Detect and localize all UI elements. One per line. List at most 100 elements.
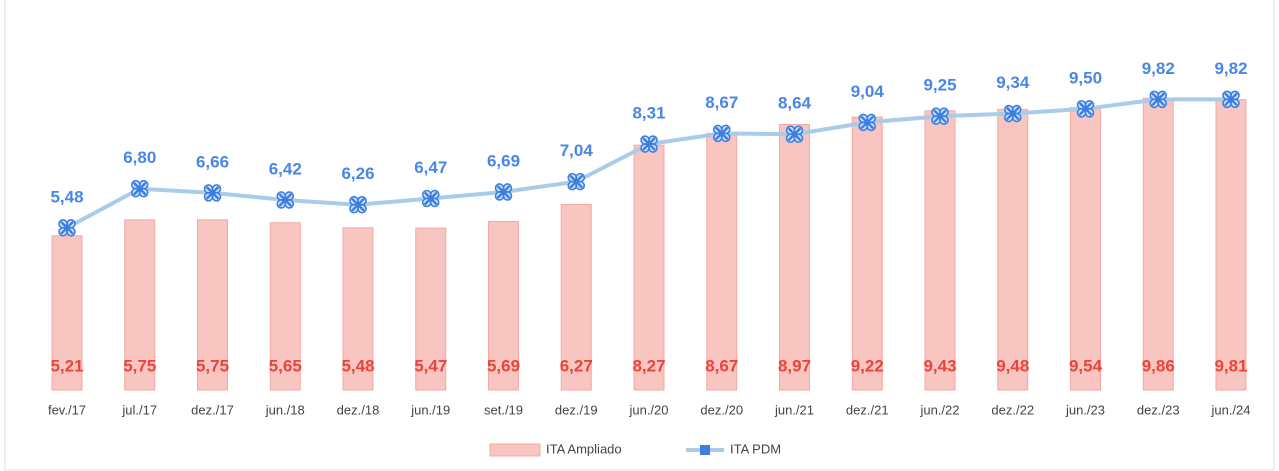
line-marker (203, 184, 222, 202)
line-value-label: 9,04 (851, 82, 885, 101)
line-marker (712, 124, 731, 143)
x-tick-label: dez./23 (1137, 402, 1180, 417)
line-marker (567, 172, 586, 191)
marker-cross (569, 174, 584, 189)
line-value-label: 6,26 (341, 164, 374, 183)
line-value-label: 9,34 (996, 73, 1030, 92)
line-marker (1222, 90, 1240, 109)
bar (1142, 97, 1174, 391)
bar-value-label: 5,75 (123, 356, 156, 375)
legend-label: ITA Ampliado (546, 441, 622, 456)
bar (924, 110, 956, 391)
marker-cross (278, 193, 293, 207)
x-tick-label: jun./22 (919, 402, 959, 417)
bar (1215, 99, 1247, 391)
x-tick-label: set./19 (484, 402, 523, 417)
line-marker (421, 189, 440, 208)
x-tick-label: jun./18 (265, 402, 305, 417)
x-tick-label: jun./19 (410, 402, 450, 417)
bar-value-label: 8,67 (705, 356, 738, 375)
marker-cross (787, 127, 802, 142)
x-tick-label: jul./17 (121, 402, 157, 417)
bar-value-label: 9,54 (1069, 356, 1103, 375)
bar (851, 116, 883, 391)
line-value-label: 9,25 (923, 76, 956, 95)
x-tick-label: dez./18 (337, 402, 380, 417)
marker-cross (496, 185, 511, 199)
x-tick-label: dez./21 (846, 402, 889, 417)
line-marker (1149, 90, 1168, 109)
line-marker (931, 107, 949, 125)
bar (997, 108, 1029, 391)
bar (488, 221, 519, 391)
bar (560, 203, 592, 391)
legend-label: ITA PDM (730, 441, 781, 456)
line-value-label: 8,31 (632, 104, 665, 123)
bar (124, 219, 156, 391)
x-tick-label: dez./22 (991, 402, 1034, 417)
bar (51, 235, 83, 391)
line-marker (1003, 104, 1022, 123)
line-marker (785, 125, 804, 144)
line-marker (276, 191, 295, 209)
x-tick-label: dez./19 (555, 402, 598, 417)
legend-swatch (489, 443, 541, 457)
line-marker (349, 195, 367, 214)
bar (269, 222, 301, 391)
bar (342, 227, 374, 391)
line-value-label: 9,82 (1214, 59, 1247, 78)
bar-value-label: 5,65 (269, 356, 302, 375)
marker-cross (1224, 92, 1238, 107)
line-marker (858, 113, 877, 132)
marker-cross (642, 137, 656, 151)
line-marker (58, 218, 76, 237)
marker-cross (933, 109, 947, 124)
line-value-label: 6,42 (269, 159, 302, 178)
x-tick-label: jun./24 (1210, 402, 1250, 417)
x-tick-label: fev./17 (48, 402, 86, 417)
bar (415, 227, 447, 391)
bar-value-label: 5,75 (196, 356, 229, 375)
marker-cross (860, 115, 875, 130)
line-value-label: 8,64 (778, 94, 812, 113)
bar (779, 123, 810, 391)
x-tick-label: dez./20 (700, 402, 743, 417)
line-value-label: 5,48 (50, 187, 83, 206)
bar-value-label: 6,27 (560, 356, 593, 375)
x-tick-label: jun./21 (774, 402, 814, 417)
marker-cross (205, 186, 220, 200)
line-marker (494, 183, 513, 201)
marker-cross (351, 197, 365, 212)
line-value-label: 8,67 (705, 93, 738, 112)
x-tick-label: jun./20 (628, 402, 668, 417)
bar (1070, 107, 1101, 391)
bar-value-label: 9,86 (1142, 356, 1175, 375)
legend-marker (700, 445, 710, 455)
bar-value-label: 9,48 (996, 356, 1029, 375)
line-value-label: 9,50 (1069, 68, 1102, 87)
line-value-label: 6,66 (196, 152, 229, 171)
marker-cross (714, 126, 729, 141)
line-value-label: 6,69 (487, 151, 520, 170)
bar-value-label: 8,27 (632, 356, 665, 375)
marker-cross (1078, 101, 1093, 116)
bar-value-label: 5,47 (414, 356, 447, 375)
x-tick-label: dez./17 (191, 402, 234, 417)
marker-cross (423, 191, 438, 206)
marker-cross (1005, 106, 1020, 121)
bar (633, 144, 665, 391)
line-value-label: 6,80 (123, 148, 156, 167)
line-marker (640, 135, 658, 153)
bar-value-label: 8,97 (778, 356, 811, 375)
marker-cross (132, 181, 147, 196)
marker-cross (1151, 92, 1166, 107)
bar-value-label: 9,81 (1214, 356, 1247, 375)
marker-cross (60, 220, 74, 235)
line-value-label: 9,82 (1142, 59, 1175, 78)
line-value-label: 7,04 (560, 141, 594, 160)
line-marker (1076, 100, 1095, 118)
line-marker (130, 179, 149, 198)
bar (706, 132, 738, 391)
x-tick-label: jun./23 (1065, 402, 1105, 417)
